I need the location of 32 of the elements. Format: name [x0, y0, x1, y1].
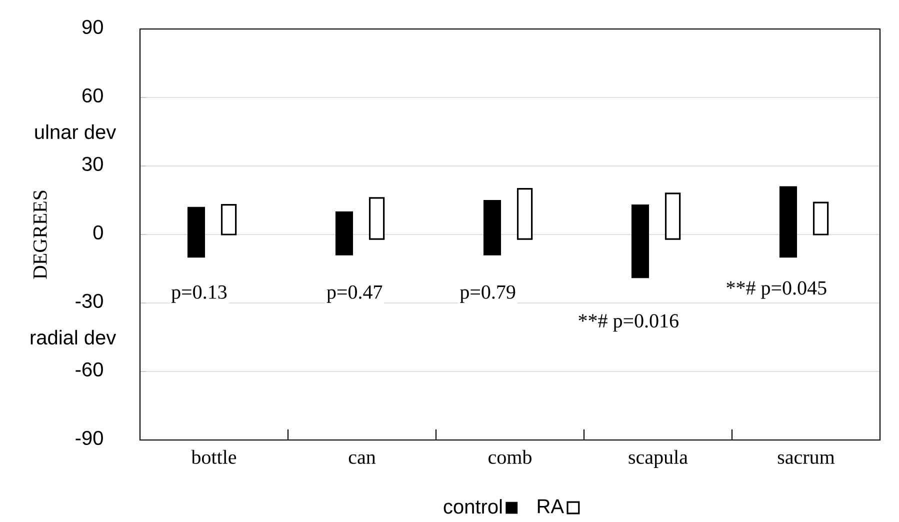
bar — [631, 204, 650, 278]
annotation: **# p=0.016 — [578, 314, 678, 332]
annotation: p=0.79 — [460, 285, 516, 303]
annotation: p=0.47 — [326, 285, 382, 303]
bar — [779, 186, 798, 258]
y-tick-label: -30 — [76, 294, 103, 308]
legend-label: control — [444, 499, 502, 514]
y-tick-label: 0 — [93, 225, 103, 240]
annotation: **# p=0.045 — [726, 281, 826, 299]
bar — [368, 197, 385, 240]
y-tick-label: 30 — [82, 156, 103, 171]
bar — [812, 202, 829, 236]
text: ulnar dev — [35, 124, 116, 140]
bar — [187, 206, 206, 258]
x-tick-label: sacrum — [778, 454, 835, 464]
y-axis-title: DEGREES — [33, 190, 47, 279]
x-tick-label: bottle — [191, 450, 236, 464]
bar — [516, 188, 533, 240]
y-tick-label: 60 — [82, 88, 103, 102]
bar — [483, 200, 502, 256]
bar — [220, 204, 237, 236]
x-tick-label: comb — [488, 450, 532, 464]
text: radial dev — [30, 330, 116, 345]
bar — [335, 211, 354, 256]
legend-label: RA — [538, 499, 564, 514]
annotation: p=0.13 — [171, 285, 227, 303]
y-tick-label: -90 — [76, 430, 103, 445]
y-tick-label: -60 — [76, 362, 103, 376]
x-tick-label: scapula — [628, 450, 688, 468]
y-tick-label: 90 — [82, 20, 103, 34]
x-tick-label: can — [348, 454, 376, 464]
bar — [664, 192, 681, 240]
